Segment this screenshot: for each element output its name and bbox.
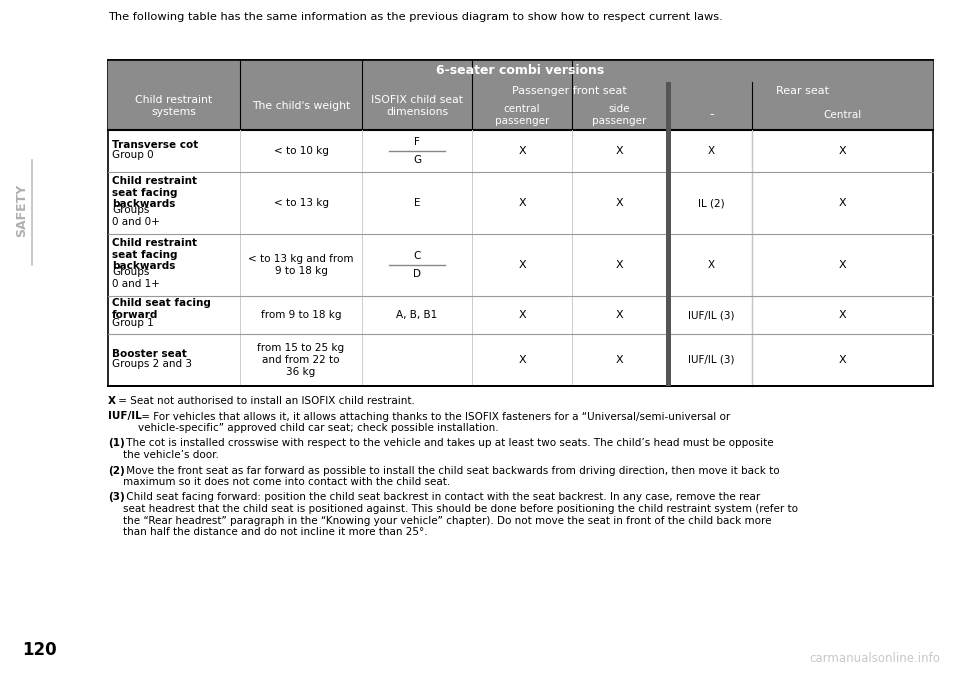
Text: Child restraint
seat facing
backwards: Child restraint seat facing backwards — [112, 176, 197, 209]
Text: < to 10 kg: < to 10 kg — [274, 146, 328, 156]
Text: IUF/IL: IUF/IL — [108, 412, 142, 422]
Text: C: C — [414, 251, 420, 261]
Text: X: X — [708, 260, 715, 270]
Text: IUF/IL (3): IUF/IL (3) — [688, 310, 734, 320]
Text: E: E — [414, 198, 420, 208]
Text: X: X — [518, 146, 526, 156]
Text: (2): (2) — [108, 466, 125, 475]
Text: X: X — [615, 355, 623, 365]
Text: from 15 to 25 kg
and from 22 to
36 kg: from 15 to 25 kg and from 22 to 36 kg — [257, 343, 345, 376]
Text: central
passenger: central passenger — [494, 104, 549, 126]
Text: X: X — [518, 310, 526, 320]
Text: side
passenger: side passenger — [591, 104, 646, 126]
Bar — [671, 100, 933, 130]
Text: The following table has the same information as the previous diagram to show how: The following table has the same informa… — [108, 12, 723, 22]
Text: Groups
0 and 0+: Groups 0 and 0+ — [112, 205, 159, 227]
Text: from 9 to 18 kg: from 9 to 18 kg — [261, 310, 341, 320]
Text: Child seat facing
forward: Child seat facing forward — [112, 298, 211, 320]
Text: X: X — [615, 198, 623, 208]
Text: Move the front seat as far forward as possible to install the child seat backwar: Move the front seat as far forward as po… — [123, 466, 780, 487]
Text: Group 0: Group 0 — [112, 150, 154, 160]
Text: Child restraint
systems: Child restraint systems — [135, 95, 212, 117]
Bar — [108, 60, 933, 82]
Text: X: X — [839, 260, 847, 270]
Text: Passenger front seat: Passenger front seat — [512, 86, 626, 96]
Text: Groups 2 and 3: Groups 2 and 3 — [112, 359, 192, 369]
Text: X: X — [518, 355, 526, 365]
Text: A, B, B1: A, B, B1 — [396, 310, 438, 320]
Text: ISOFIX child seat
dimensions: ISOFIX child seat dimensions — [371, 95, 463, 117]
Text: The child's weight: The child's weight — [252, 101, 350, 111]
Text: X: X — [108, 396, 116, 406]
Text: X: X — [839, 198, 847, 208]
Text: < to 13 kg: < to 13 kg — [274, 198, 328, 208]
Text: G: G — [413, 155, 421, 165]
Text: (1): (1) — [108, 439, 125, 449]
Text: X: X — [615, 310, 623, 320]
Bar — [108, 60, 933, 386]
Text: X: X — [518, 260, 526, 270]
Text: X: X — [708, 146, 715, 156]
Text: -: - — [709, 108, 713, 121]
Text: F: F — [414, 137, 420, 147]
Text: 6-seater combi versions: 6-seater combi versions — [437, 64, 605, 77]
Text: Booster seat: Booster seat — [112, 349, 187, 359]
Bar — [666, 82, 671, 386]
Text: X: X — [839, 146, 847, 156]
Text: (3): (3) — [108, 492, 125, 502]
Text: carmanualsonline.info: carmanualsonline.info — [809, 652, 940, 664]
Text: X: X — [615, 260, 623, 270]
Text: X: X — [518, 198, 526, 208]
Text: 120: 120 — [22, 641, 57, 659]
Text: Groups
0 and 1+: Groups 0 and 1+ — [112, 267, 160, 289]
Bar — [472, 100, 666, 130]
Text: < to 13 kg and from
9 to 18 kg: < to 13 kg and from 9 to 18 kg — [249, 254, 353, 276]
Text: Central: Central — [824, 110, 862, 120]
Text: X: X — [839, 355, 847, 365]
Bar — [108, 82, 933, 100]
Text: Child restraint
seat facing
backwards: Child restraint seat facing backwards — [112, 238, 197, 271]
Text: X: X — [839, 310, 847, 320]
Text: D: D — [413, 269, 421, 279]
Text: = For vehicles that allows it, it allows attaching thanks to the ISOFIX fastener: = For vehicles that allows it, it allows… — [138, 412, 731, 433]
Text: Group 1: Group 1 — [112, 319, 154, 329]
Text: Child seat facing forward: position the child seat backrest in contact with the : Child seat facing forward: position the … — [123, 492, 798, 537]
Text: = Seat not authorised to install an ISOFIX child restraint.: = Seat not authorised to install an ISOF… — [115, 396, 415, 406]
Text: The cot is installed crosswise with respect to the vehicle and takes up at least: The cot is installed crosswise with resp… — [123, 439, 774, 460]
Text: X: X — [615, 146, 623, 156]
Text: IUF/IL (3): IUF/IL (3) — [688, 355, 734, 365]
Text: Rear seat: Rear seat — [776, 86, 828, 96]
Text: SAFETY: SAFETY — [15, 183, 29, 237]
Bar — [108, 100, 472, 130]
Text: Transverse cot: Transverse cot — [112, 140, 199, 151]
Text: IL (2): IL (2) — [698, 198, 725, 208]
